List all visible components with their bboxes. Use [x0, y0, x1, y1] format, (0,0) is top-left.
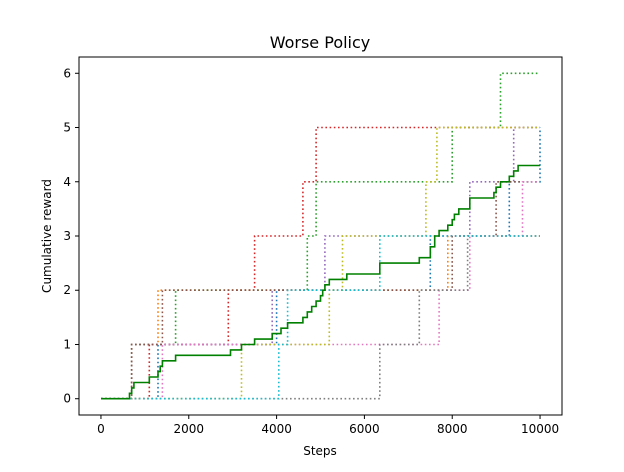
series-line-solid-10	[101, 164, 540, 400]
x-tick-label: 2000	[173, 422, 204, 436]
x-axis: 0 2000 4000 6000 8000 10000	[97, 415, 559, 436]
y-tick-label: 5	[63, 121, 71, 135]
x-tick-label: 0	[97, 422, 105, 436]
y-tick-label: 1	[63, 337, 71, 351]
series-line-dotted-1	[101, 235, 540, 400]
series-line-dotted-8	[101, 126, 540, 400]
x-tick-label: 10000	[521, 422, 559, 436]
y-tick-label: 0	[63, 392, 71, 406]
y-tick-label: 2	[63, 283, 71, 297]
y-tick-label: 3	[63, 229, 71, 243]
x-tick-label: 8000	[437, 422, 468, 436]
series-line-dotted-0	[101, 127, 541, 400]
x-tick-label: 4000	[261, 422, 292, 436]
y-axis-label: Cumulative reward	[40, 179, 54, 293]
series-line-dotted-9	[101, 235, 540, 400]
series-line-dotted-2	[101, 72, 540, 400]
series-layer	[101, 72, 541, 400]
series-line-dotted-3	[101, 126, 540, 400]
y-tick-label: 6	[63, 66, 71, 80]
x-axis-label: Steps	[303, 444, 337, 458]
y-tick-label: 4	[63, 175, 71, 189]
series-line-dotted-4	[101, 126, 540, 400]
x-tick-label: 6000	[349, 422, 380, 436]
chart-title: Worse Policy	[270, 33, 371, 52]
series-line-dotted-7	[101, 235, 540, 400]
series-line-dotted-6	[101, 181, 540, 400]
y-axis: 0 1 2 3 4 5 6	[63, 66, 79, 406]
